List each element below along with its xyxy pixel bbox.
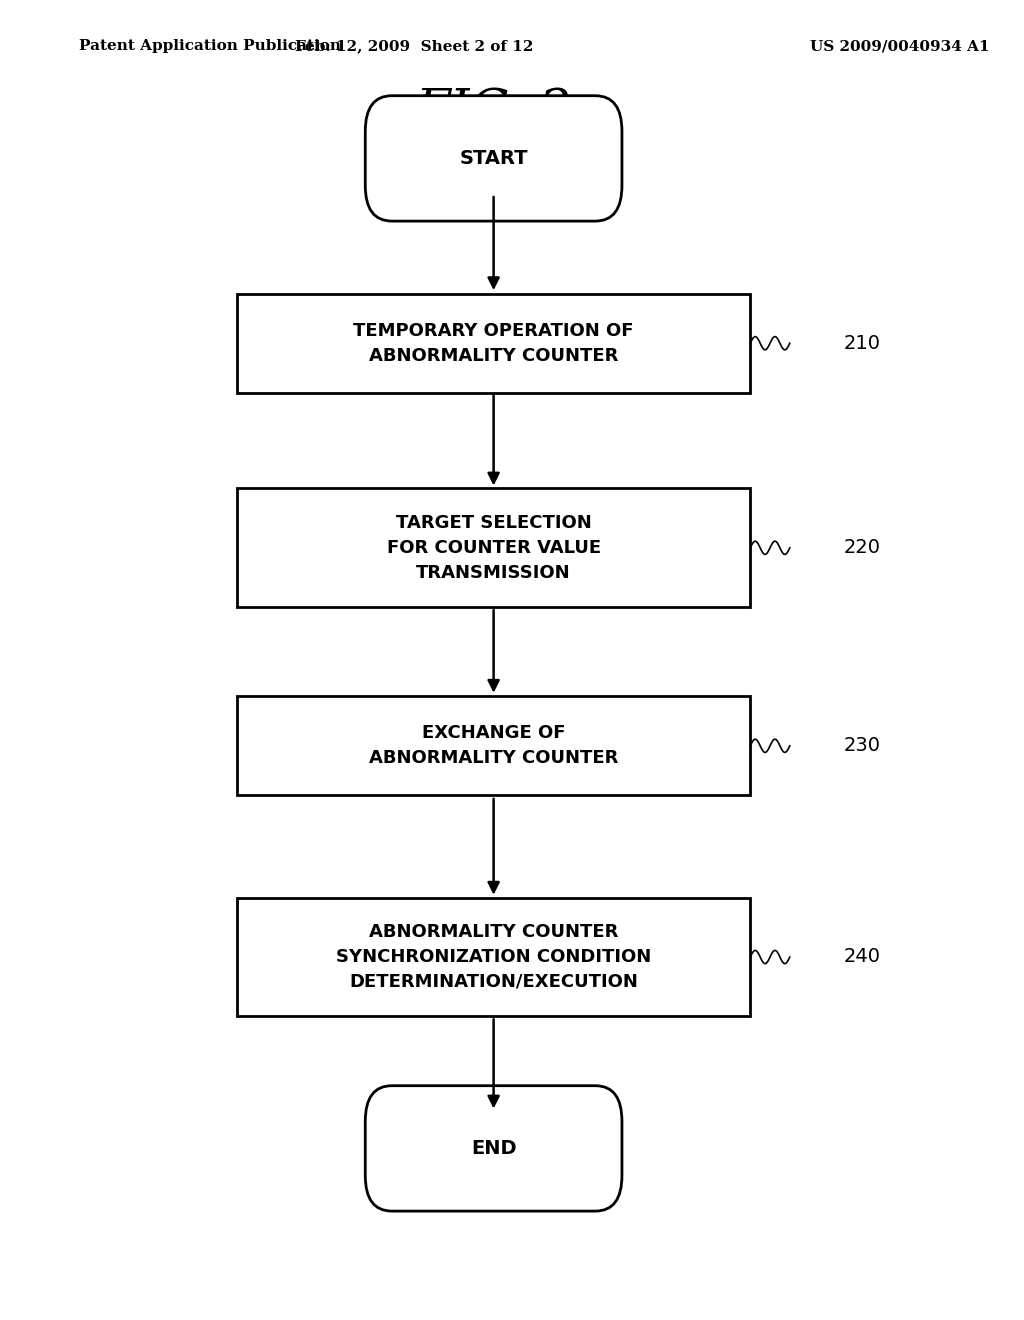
Text: 240: 240: [844, 948, 881, 966]
Text: US 2009/0040934 A1: US 2009/0040934 A1: [810, 40, 989, 53]
FancyBboxPatch shape: [366, 1085, 622, 1212]
Text: Feb. 12, 2009  Sheet 2 of 12: Feb. 12, 2009 Sheet 2 of 12: [296, 40, 534, 53]
Text: TEMPORARY OPERATION OF
ABNORMALITY COUNTER: TEMPORARY OPERATION OF ABNORMALITY COUNT…: [353, 322, 634, 364]
Text: 230: 230: [844, 737, 881, 755]
Text: START: START: [460, 149, 527, 168]
Text: EXCHANGE OF
ABNORMALITY COUNTER: EXCHANGE OF ABNORMALITY COUNTER: [369, 725, 618, 767]
FancyBboxPatch shape: [237, 294, 751, 393]
Text: ABNORMALITY COUNTER
SYNCHRONIZATION CONDITION
DETERMINATION/EXECUTION: ABNORMALITY COUNTER SYNCHRONIZATION COND…: [336, 923, 651, 991]
FancyBboxPatch shape: [366, 96, 622, 220]
Text: Patent Application Publication: Patent Application Publication: [79, 40, 341, 53]
Text: FIG. 2: FIG. 2: [416, 87, 571, 137]
Text: 210: 210: [844, 334, 881, 352]
Text: END: END: [471, 1139, 516, 1158]
FancyBboxPatch shape: [237, 488, 751, 607]
Text: 220: 220: [844, 539, 881, 557]
Text: TARGET SELECTION
FOR COUNTER VALUE
TRANSMISSION: TARGET SELECTION FOR COUNTER VALUE TRANS…: [386, 513, 601, 582]
FancyBboxPatch shape: [237, 898, 751, 1016]
FancyBboxPatch shape: [237, 697, 751, 795]
